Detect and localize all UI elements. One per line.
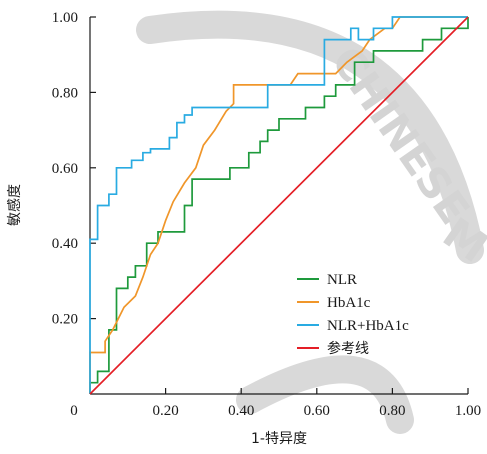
watermark-text: CHINESE	[322, 38, 479, 234]
x-tick-label: 0	[70, 403, 78, 419]
x-tick-label: 0.40	[228, 403, 254, 419]
watermark: CHINESE M	[136, 10, 487, 434]
y-axis-title: 敏感度	[6, 184, 23, 226]
legend-label: NLR+HbA1c	[327, 318, 409, 334]
legend-label: 参考线	[327, 340, 369, 357]
legend-label: HbA1c	[327, 295, 371, 311]
series-line-4	[89, 16, 469, 395]
y-tick-label: 1.00	[52, 10, 78, 26]
y-tick-label: 0.20	[52, 312, 78, 328]
series-line-2	[89, 16, 468, 394]
x-tick-label: 0.20	[152, 403, 178, 419]
x-tick-label: 1.00	[455, 403, 481, 419]
watermark-arc-lower	[236, 355, 414, 434]
legend-label: NLR	[327, 272, 357, 288]
legend: NLR HbA1c NLR+HbA1c 参考线	[297, 272, 409, 357]
series-layer	[89, 16, 469, 395]
x-axis-title: 1-特异度	[251, 431, 307, 447]
y-tick-label: 0.80	[52, 85, 78, 101]
y-ticks: 0.20 0.40 0.60 0.80 1.00	[52, 10, 96, 328]
x-tick-label: 0.80	[379, 403, 405, 419]
watermark-arc	[136, 10, 484, 264]
y-tick-label: 0.40	[52, 236, 78, 252]
series-line-1	[89, 17, 469, 394]
x-ticks: 0 0.20 0.40 0.60 0.80 1.00	[70, 388, 481, 419]
series-line-3	[89, 16, 468, 394]
x-tick-label: 0.60	[304, 403, 330, 419]
y-tick-label: 0.60	[52, 161, 78, 177]
